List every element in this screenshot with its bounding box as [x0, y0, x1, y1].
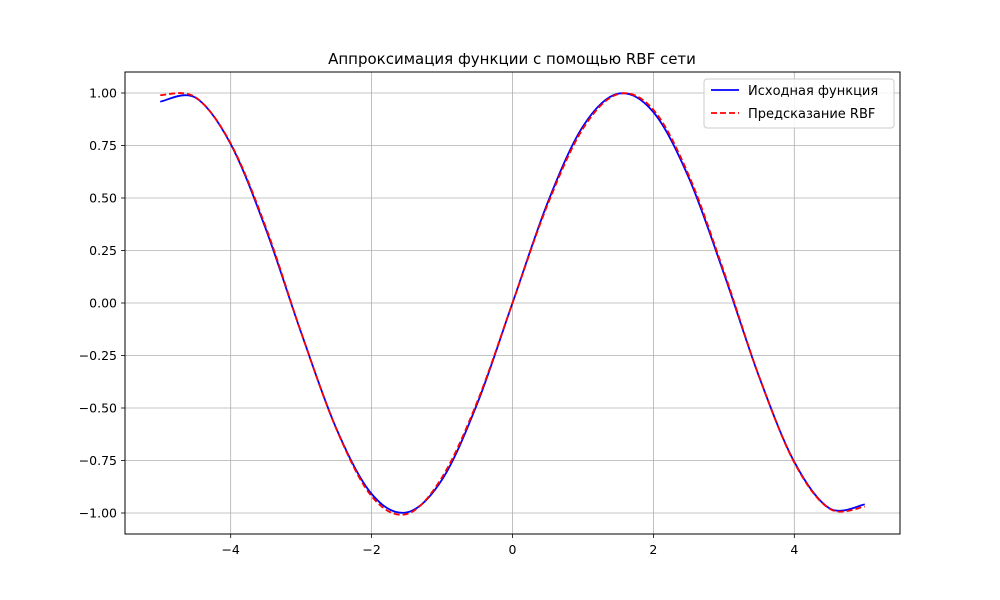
series-line-prediction [160, 92, 865, 516]
y-tick-label: 0.25 [89, 243, 117, 258]
legend: Исходная функция Предсказание RBF [703, 78, 895, 129]
x-tick-label: 4 [790, 542, 798, 557]
x-tick-label: 0 [509, 542, 517, 557]
y-tick-label: −0.75 [79, 453, 117, 468]
legend-label-original: Исходная функция [748, 84, 878, 99]
y-tick-label: 0.00 [89, 296, 117, 311]
y-tick-label: 0.75 [89, 138, 117, 153]
series-layer [160, 92, 865, 516]
chart-title: Аппроксимация функции с помощью RBF сети [328, 50, 696, 68]
legend-label-prediction: Предсказание RBF [748, 107, 875, 122]
y-tick-label: 1.00 [89, 86, 117, 101]
axis-ticks: −4 −2 0 2 4 1.00 0.75 0.50 0.25 0.00 −0.25 −0.50 −0.… [79, 86, 799, 558]
x-tick-label: −4 [221, 542, 239, 557]
grid-lines [125, 72, 900, 534]
y-tick-label: 0.50 [89, 191, 117, 206]
y-tick-label: −0.50 [79, 401, 117, 416]
x-tick-label: 2 [649, 542, 657, 557]
y-tick-label: −0.25 [79, 348, 117, 363]
y-tick-label: −1.00 [79, 506, 117, 521]
legend-box [703, 78, 895, 129]
x-tick-label: −2 [362, 542, 380, 557]
